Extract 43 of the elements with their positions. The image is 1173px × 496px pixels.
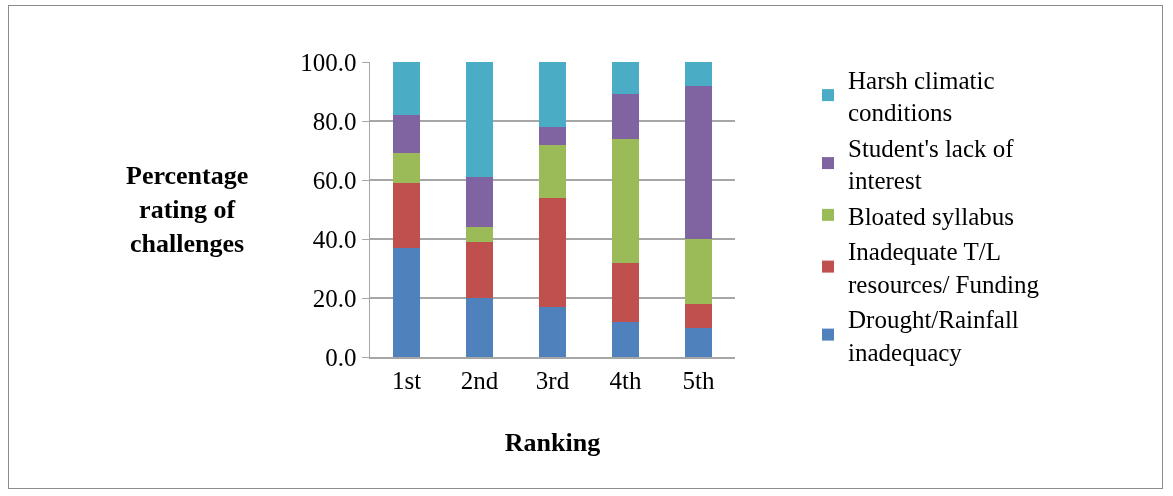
bar [538,126,567,145]
legend-label: Drought/Rainfall inadequacy [848,306,1019,366]
bar [538,306,567,357]
x-tick-label: 2nd [460,366,499,394]
y-axis-title: Percentage rating of challenges [126,161,249,258]
bar [538,144,567,198]
bar [611,321,640,357]
bar [611,94,640,139]
y-tick-label: 0.0 [325,343,357,371]
bar [392,182,421,248]
legend-label: Harsh climatic conditions [848,66,995,127]
bar [465,298,494,357]
bar [611,62,640,95]
x-tick-label: 5th [682,366,715,394]
bar [465,227,494,242]
x-tick-label: 3rd [535,366,570,394]
bar [465,241,494,298]
bar [465,177,494,228]
y-tick-label: 100.0 [300,48,357,76]
bar [684,239,713,304]
bar [392,62,421,116]
bar [538,62,567,127]
legend-label: Student's lack of interest [848,134,1015,195]
bar [684,327,713,357]
y-tick-label: 20.0 [312,284,357,312]
y-tick-label: 80.0 [312,107,357,135]
bar [465,62,494,178]
x-tick-label: 4th [609,366,642,394]
bar [684,303,713,328]
bar [684,85,713,239]
legend-label: Inadequate T/L resources/ Funding [848,238,1040,298]
legend-label: Bloated syllabus [848,202,1014,230]
y-tick-label: 60.0 [312,166,357,194]
bar [611,262,640,322]
bar [684,62,713,86]
x-axis-title: Ranking [504,427,601,457]
y-tick-label: 40.0 [312,225,357,253]
bar [392,115,421,154]
x-tick-label: 1st [391,366,422,394]
bar [538,197,567,307]
bar [392,153,421,183]
bar [392,247,421,357]
bar [611,138,640,263]
